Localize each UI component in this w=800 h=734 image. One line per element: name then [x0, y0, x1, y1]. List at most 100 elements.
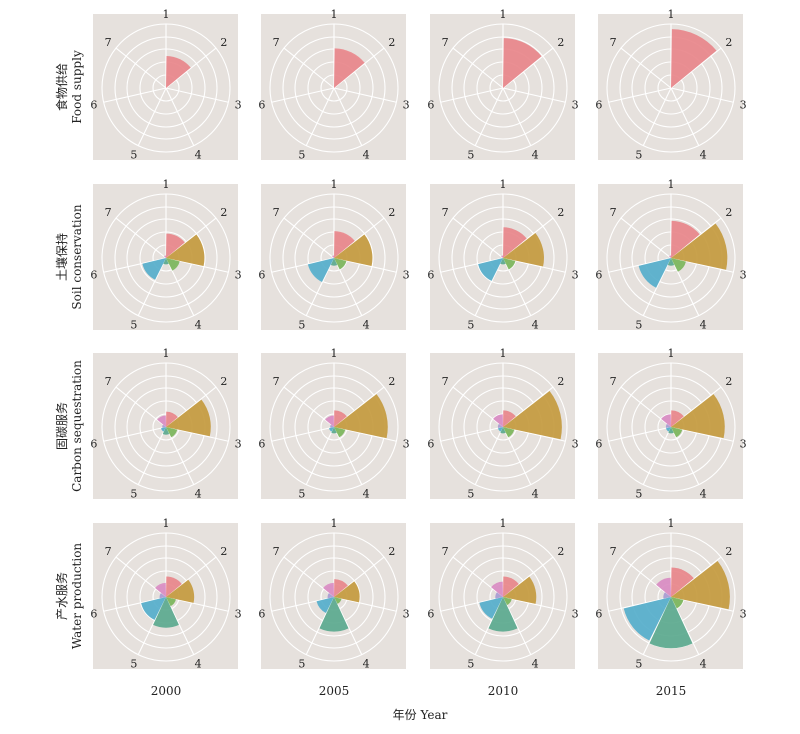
sector-label-4: 4: [363, 488, 370, 501]
sector-label-1: 1: [331, 347, 338, 360]
grid-spoke: [620, 47, 672, 89]
sector-label-2: 2: [725, 206, 732, 219]
sector-label-5: 5: [298, 319, 305, 332]
grid-spoke: [165, 257, 195, 316]
sector-7: [323, 582, 334, 597]
grid-spoke: [502, 257, 566, 273]
sector-label-3: 3: [235, 269, 242, 282]
sector-7: [661, 414, 671, 427]
sector-label-2: 2: [557, 36, 564, 49]
year-label-2005: 2005: [318, 684, 350, 698]
grid-spoke: [670, 426, 700, 485]
sector-label-2: 2: [725, 36, 732, 49]
row-label-cn: 固碳服务: [55, 402, 69, 451]
sector-label-5: 5: [467, 488, 474, 501]
sector-label-6: 6: [90, 99, 97, 112]
grid-spoke: [305, 426, 335, 485]
sector-3: [671, 258, 686, 272]
panel-2-2: 1 2 3 4 5 6 7: [427, 347, 578, 501]
grid-spoke: [115, 217, 167, 259]
sector-label-1: 1: [331, 8, 338, 21]
sector-label-7: 7: [273, 545, 280, 558]
sector-1: [334, 231, 355, 258]
sector-3: [334, 427, 346, 438]
sector-4: [649, 597, 693, 649]
sector-label-4: 4: [532, 658, 539, 671]
sector-label-2: 2: [725, 375, 732, 388]
panel-1-2: 1 2 3 4 5 6 7: [427, 178, 578, 332]
sector-label-3: 3: [572, 438, 579, 451]
sector-7: [669, 255, 671, 258]
grid-spoke: [642, 596, 672, 655]
grid-spoke: [103, 596, 167, 612]
sector-label-7: 7: [273, 206, 280, 219]
sector-5: [329, 427, 334, 432]
sector-1: [503, 38, 542, 88]
sector-label-2: 2: [388, 545, 395, 558]
row-label-cn: 产水服务: [55, 572, 69, 621]
sector-7: [493, 414, 503, 427]
year-label-2015: 2015: [655, 684, 687, 698]
sector-label-2: 2: [557, 375, 564, 388]
sector-label-4: 4: [363, 319, 370, 332]
sector-2: [671, 394, 725, 439]
x-axis-title: 年份 Year: [392, 708, 448, 722]
grid-spoke: [670, 217, 722, 259]
sector-label-3: 3: [235, 99, 242, 112]
sector-label-6: 6: [90, 269, 97, 282]
sector-label-5: 5: [130, 149, 137, 162]
grid-spoke: [333, 426, 363, 485]
sector-label-5: 5: [298, 149, 305, 162]
sector-label-5: 5: [635, 149, 642, 162]
row-label-cn: 土壤保持: [55, 233, 69, 282]
sector-4: [488, 597, 518, 632]
sector-label-6: 6: [595, 608, 602, 621]
sector-3: [503, 258, 516, 270]
grid-spoke: [333, 217, 385, 259]
panel-2-0: 1 2 3 4 5 6 7: [90, 347, 241, 501]
grid-spoke: [502, 556, 554, 598]
sector-5: [142, 258, 166, 280]
grid-spoke: [474, 596, 504, 655]
sector-label-6: 6: [427, 99, 434, 112]
grid-spoke: [283, 556, 335, 598]
grid-spoke: [670, 87, 700, 146]
year-label-2010: 2010: [487, 684, 519, 698]
panel-0-1: 1 2 3 4 5 6 7: [258, 8, 409, 162]
sector-label-7: 7: [442, 36, 449, 49]
sector-label-4: 4: [363, 658, 370, 671]
sector-label-5: 5: [635, 658, 642, 671]
grid-spoke: [271, 426, 335, 442]
sector-label-6: 6: [258, 99, 265, 112]
sector-1: [334, 48, 365, 88]
sector-label-7: 7: [610, 545, 617, 558]
sector-label-1: 1: [668, 347, 675, 360]
sector-label-7: 7: [610, 206, 617, 219]
row-label-en: Carbon sequestration: [70, 360, 84, 492]
sector-label-7: 7: [105, 545, 112, 558]
sector-label-3: 3: [740, 269, 747, 282]
sector-4: [668, 427, 674, 434]
grid-spoke: [502, 426, 532, 485]
grid-spoke: [670, 386, 722, 428]
sector-label-5: 5: [130, 488, 137, 501]
panel-2-3: 1 2 3 4 5 6 7: [595, 347, 746, 501]
grid-spoke: [670, 596, 734, 612]
row-label-cn: 食物供给: [55, 63, 69, 112]
sector-label-3: 3: [403, 99, 410, 112]
grid-spoke: [642, 87, 672, 146]
sector-label-2: 2: [220, 375, 227, 388]
sector-label-3: 3: [235, 608, 242, 621]
sector-label-2: 2: [725, 545, 732, 558]
sector-label-1: 1: [500, 517, 507, 530]
row-label-en: Water production: [70, 542, 84, 650]
grid-spoke: [452, 217, 504, 259]
panel-0-0: 1 2 3 4 5 6 7: [90, 8, 241, 162]
sector-label-4: 4: [195, 488, 202, 501]
sector-6: [497, 423, 503, 429]
grid-spoke: [137, 87, 167, 146]
sector-label-7: 7: [105, 206, 112, 219]
grid-spoke: [670, 257, 734, 273]
sector-2: [671, 560, 730, 610]
sector-label-1: 1: [668, 178, 675, 191]
